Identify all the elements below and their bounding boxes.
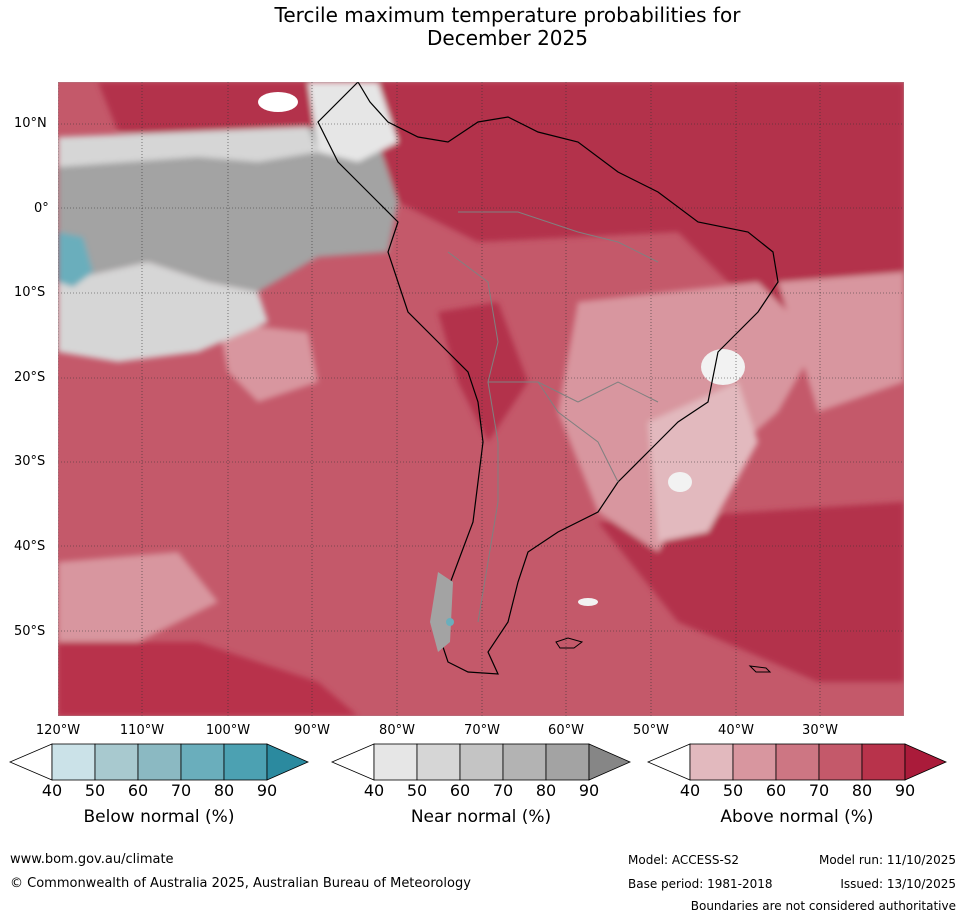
- website-link[interactable]: www.bom.gov.au/climate: [10, 852, 174, 867]
- near-swatch-6: [588, 743, 631, 781]
- above-swatch-5: [861, 743, 906, 781]
- map-title: Tercile maximum temperature probabilitie…: [0, 4, 965, 50]
- near-swatch-0: [330, 743, 375, 781]
- probability-field: [58, 82, 904, 716]
- below-swatch-3: [137, 743, 182, 781]
- below-swatch-1: [51, 743, 96, 781]
- near-swatch-2: [416, 743, 461, 781]
- below-tick: 70: [170, 781, 192, 800]
- south-america-coastline: [317, 82, 779, 675]
- lon-label-90w: 90°W: [294, 723, 330, 738]
- below-tick: 80: [213, 781, 235, 800]
- below-normal-label: Below normal (%): [83, 807, 235, 827]
- below-tick: 90: [256, 781, 278, 800]
- lon-label-70w: 70°W: [464, 723, 500, 738]
- below-swatch-5: [223, 743, 268, 781]
- near-tick: 90: [578, 781, 600, 800]
- above-swatch-1: [689, 743, 734, 781]
- above-tick: 60: [765, 781, 787, 800]
- title-line-1: Tercile maximum temperature probabilitie…: [274, 3, 741, 27]
- above-tick: 80: [851, 781, 873, 800]
- below-swatch-4: [180, 743, 225, 781]
- chile-near-normal-patch: [430, 572, 453, 652]
- disclaimer-text: Boundaries are not considered authoritat…: [690, 899, 956, 913]
- near-swatch-1: [373, 743, 418, 781]
- title-line-2: December 2025: [427, 26, 588, 50]
- lat-label-40s: 40°S: [14, 539, 46, 554]
- below-tick: 50: [84, 781, 106, 800]
- above-tick: 40: [679, 781, 701, 800]
- lon-label-30w: 30°W: [802, 723, 838, 738]
- near-swatch-4: [502, 743, 547, 781]
- issued-text: Issued: 13/10/2025: [840, 877, 956, 891]
- below-tick: 40: [41, 781, 63, 800]
- lon-label-40w: 40°W: [718, 723, 754, 738]
- near-swatch-3: [459, 743, 504, 781]
- lon-label-80w: 80°W: [379, 723, 415, 738]
- colorbar-below-normal: [8, 743, 309, 781]
- lat-label-20s: 20°S: [14, 370, 46, 385]
- above-swatch-4: [818, 743, 863, 781]
- copyright-text: © Commonwealth of Australia 2025, Austra…: [10, 876, 471, 891]
- below-swatch-0: [8, 743, 53, 781]
- colorbar-above-normal: [646, 743, 947, 781]
- lon-label-60w: 60°W: [548, 723, 584, 738]
- lon-label-110w: 110°W: [119, 723, 165, 738]
- lat-label-10s: 10°S: [14, 285, 46, 300]
- lat-label-0: 0°: [34, 201, 49, 216]
- lat-label-30s: 30°S: [14, 454, 46, 469]
- chile-below-normal-spot: [446, 618, 454, 626]
- above-swatch-0: [646, 743, 691, 781]
- near-tick: 70: [492, 781, 514, 800]
- above-tick: 90: [894, 781, 916, 800]
- south-georgia-island: [748, 665, 772, 673]
- near-tick: 80: [535, 781, 557, 800]
- near-swatch-5: [545, 743, 590, 781]
- forecast-map: [58, 82, 904, 716]
- above-normal-label: Above normal (%): [720, 807, 874, 827]
- lat-label-10n: 10°N: [14, 116, 47, 131]
- falkland-islands: [555, 637, 584, 649]
- model-run-text: Model run: 11/10/2025: [818, 853, 956, 867]
- above-tick: 50: [722, 781, 744, 800]
- above-swatch-3: [775, 743, 820, 781]
- near-tick: 50: [406, 781, 428, 800]
- lon-label-120w: 120°W: [35, 723, 81, 738]
- below-tick: 60: [127, 781, 149, 800]
- lon-label-50w: 50°W: [633, 723, 669, 738]
- below-swatch-6: [266, 743, 309, 781]
- near-tick: 60: [449, 781, 471, 800]
- country-borders: [447, 211, 659, 623]
- map-canvas: [58, 82, 904, 716]
- above-tick: 70: [808, 781, 830, 800]
- base-period-text: Base period: 1981-2018: [628, 877, 773, 891]
- white-patches: [258, 92, 745, 606]
- colorbar-near-normal: [330, 743, 631, 781]
- lon-label-100w: 100°W: [205, 723, 251, 738]
- graticule: [58, 82, 904, 716]
- below-swatch-2: [94, 743, 139, 781]
- above-swatch-2: [732, 743, 777, 781]
- lat-label-50s: 50°S: [14, 624, 46, 639]
- above-swatch-6: [904, 743, 947, 781]
- model-text: Model: ACCESS-S2: [628, 853, 740, 867]
- near-tick: 40: [363, 781, 385, 800]
- near-normal-label: Near normal (%): [410, 807, 552, 827]
